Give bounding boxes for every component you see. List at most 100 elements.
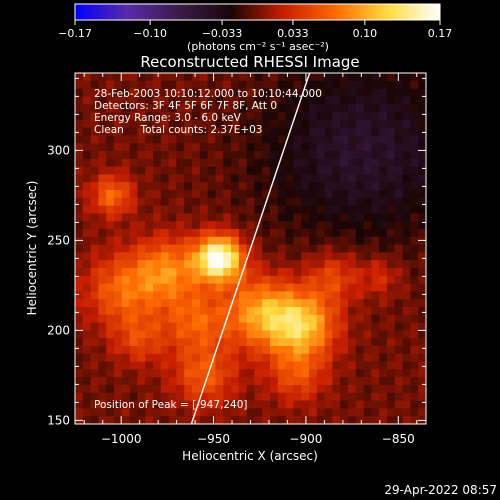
heatmap-cell xyxy=(348,174,357,183)
heatmap-cell xyxy=(285,408,294,417)
heatmap-cell xyxy=(324,338,333,347)
heatmap-cell xyxy=(418,291,426,300)
heatmap-cell xyxy=(340,104,349,113)
x-axis-label: Heliocentric X (arcsec) xyxy=(182,449,318,463)
heatmap-cell xyxy=(324,166,333,175)
heatmap-cell xyxy=(309,88,318,97)
heatmap-cell xyxy=(394,385,404,394)
heatmap-cell xyxy=(316,416,326,424)
heatmap-cell xyxy=(215,361,224,370)
heatmap-cell xyxy=(379,151,388,160)
heatmap-cell xyxy=(371,385,380,394)
heatmap-cell xyxy=(348,322,357,331)
heatmap-cell xyxy=(340,158,349,168)
heatmap-cell xyxy=(371,135,380,144)
heatmap-cell xyxy=(207,400,216,409)
heatmap-cell xyxy=(324,299,333,308)
heatmap-cell xyxy=(285,314,294,324)
heatmap-cell xyxy=(90,127,99,136)
heatmap-cell xyxy=(270,369,279,378)
heatmap-cell xyxy=(246,260,255,269)
heatmap-cell xyxy=(82,307,92,316)
heatmap-cell xyxy=(340,205,349,214)
heatmap-cell xyxy=(192,174,201,183)
heatmap-cell xyxy=(270,408,279,417)
heatmap-cell xyxy=(90,275,99,285)
heatmap-cell xyxy=(90,73,99,82)
heatmap-cell xyxy=(394,283,404,292)
heatmap-cell xyxy=(402,291,411,300)
heatmap-cell xyxy=(207,190,216,199)
heatmap-cell xyxy=(387,268,396,277)
heatmap-cell xyxy=(293,314,302,324)
heatmap-cell xyxy=(394,244,404,253)
heatmap-cell xyxy=(332,400,341,409)
heatmap-cell xyxy=(394,221,404,230)
heatmap-cell xyxy=(231,400,240,409)
heatmap-cell xyxy=(324,307,333,316)
heatmap-cell xyxy=(379,174,388,183)
heatmap-cell xyxy=(82,127,92,136)
heatmap-cell xyxy=(285,73,294,82)
heatmap-cell xyxy=(340,221,349,230)
heatmap-cell xyxy=(285,205,294,214)
heatmap-cell xyxy=(324,143,333,152)
heatmap-cell xyxy=(332,119,341,129)
heatmap-cell xyxy=(199,197,209,207)
heatmap-cell xyxy=(363,338,372,347)
heatmap-cell xyxy=(309,158,318,168)
heatmap-cell xyxy=(387,353,396,363)
heatmap-cell xyxy=(106,377,115,386)
heatmap-cell xyxy=(199,346,209,355)
heatmap-cell xyxy=(199,236,209,246)
heatmap-cell xyxy=(192,80,201,90)
heatmap-cell xyxy=(316,158,326,168)
heatmap-cell xyxy=(137,260,146,269)
heatmap-cell xyxy=(82,182,92,191)
heatmap-cell xyxy=(340,260,349,269)
heatmap-cell xyxy=(137,190,146,199)
heatmap-cell xyxy=(340,322,349,331)
heatmap-cell xyxy=(145,174,154,183)
heatmap-cell xyxy=(145,377,154,386)
heatmap-cell xyxy=(246,330,255,339)
heatmap-cell xyxy=(160,158,170,168)
heatmap-cell xyxy=(238,104,248,113)
heatmap-cell xyxy=(192,96,201,105)
heatmap-cell xyxy=(75,174,84,183)
heatmap-cell xyxy=(160,385,170,394)
heatmap-cell xyxy=(114,385,123,394)
heatmap-cell xyxy=(348,346,357,355)
heatmap-cell xyxy=(82,361,92,370)
heatmap-cell xyxy=(293,385,302,394)
heatmap-cell xyxy=(192,307,201,316)
heatmap-cell xyxy=(137,174,146,183)
heatmap-cell xyxy=(254,252,263,261)
heatmap-cell xyxy=(231,353,240,363)
heatmap-cell xyxy=(332,346,341,355)
heatmap-cell xyxy=(410,80,419,90)
heatmap-cell xyxy=(363,205,372,214)
heatmap-cell xyxy=(254,322,263,331)
heatmap-cell xyxy=(355,275,365,285)
heatmap-cell xyxy=(192,291,201,300)
heatmap-cell xyxy=(285,96,294,105)
heatmap-cell xyxy=(402,268,411,277)
heatmap-cell xyxy=(231,252,240,261)
heatmap-cell xyxy=(355,205,365,214)
heatmap-cell xyxy=(199,73,209,82)
heatmap-cell xyxy=(387,346,396,355)
heatmap-cell xyxy=(137,244,146,253)
heatmap-cell xyxy=(90,291,99,300)
heatmap-cell xyxy=(106,291,115,300)
heatmap-cell xyxy=(379,299,388,308)
heatmap-cell xyxy=(75,135,84,144)
heatmap-cell xyxy=(254,400,263,409)
heatmap-cell xyxy=(270,268,279,277)
heatmap-cell xyxy=(363,182,372,191)
heatmap-cell xyxy=(199,112,209,121)
heatmap-cell xyxy=(262,112,271,121)
heatmap-cell xyxy=(184,338,193,347)
heatmap-cell xyxy=(387,190,396,199)
heatmap-cell xyxy=(301,96,310,105)
